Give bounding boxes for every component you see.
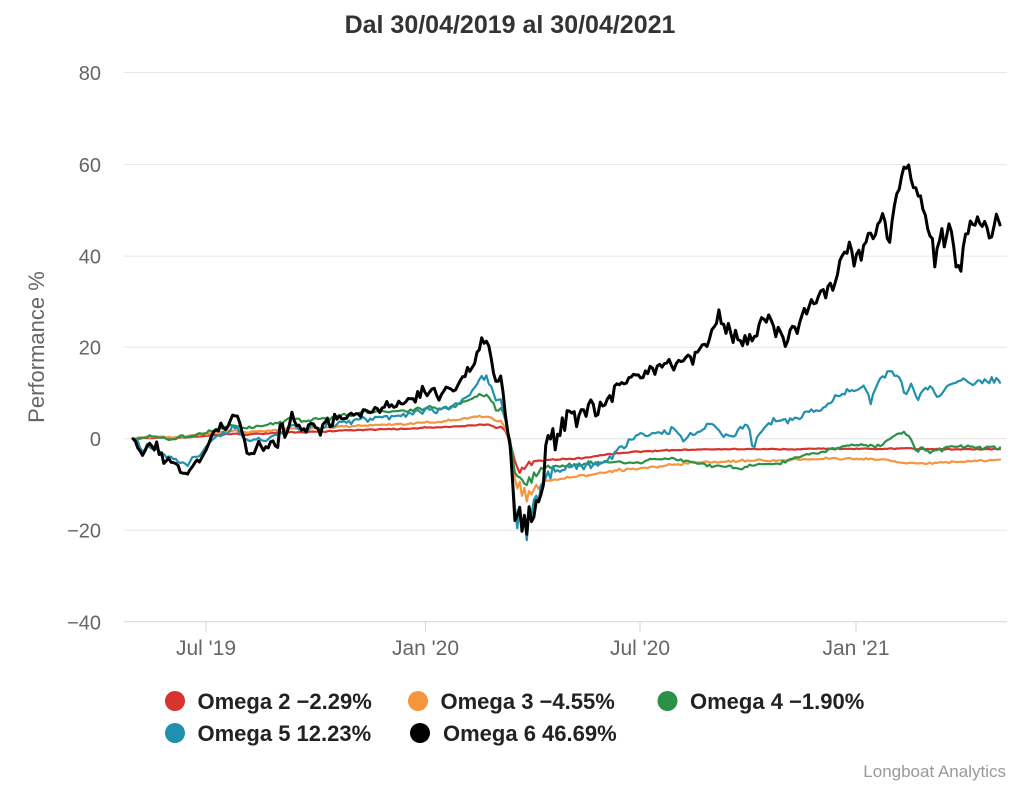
svg-text:Jul '20: Jul '20 bbox=[610, 637, 670, 660]
svg-text:60: 60 bbox=[79, 155, 101, 177]
svg-text:Jan '21: Jan '21 bbox=[822, 637, 889, 660]
svg-text:Performance %: Performance % bbox=[24, 271, 49, 423]
svg-text:20: 20 bbox=[79, 338, 101, 360]
svg-text:0: 0 bbox=[90, 429, 101, 451]
svg-text:40: 40 bbox=[79, 247, 101, 269]
svg-text:80: 80 bbox=[79, 63, 101, 85]
svg-text:Omega 5 12.23%: Omega 5 12.23% bbox=[198, 721, 372, 746]
svg-text:Omega 2 −2.29%: Omega 2 −2.29% bbox=[198, 689, 372, 714]
svg-text:Longboat Analytics: Longboat Analytics bbox=[863, 762, 1006, 781]
svg-text:Omega 6 46.69%: Omega 6 46.69% bbox=[443, 721, 617, 746]
svg-text:Omega 4 −1.90%: Omega 4 −1.90% bbox=[690, 689, 864, 714]
svg-text:Jan '20: Jan '20 bbox=[392, 637, 459, 660]
svg-text:Dal 30/04/2019 al 30/04/2021: Dal 30/04/2019 al 30/04/2021 bbox=[345, 11, 676, 39]
svg-text:−40: −40 bbox=[67, 612, 101, 634]
svg-text:Jul '19: Jul '19 bbox=[176, 637, 236, 660]
svg-text:−20: −20 bbox=[67, 521, 101, 543]
svg-text:Omega 3 −4.55%: Omega 3 −4.55% bbox=[441, 689, 615, 714]
